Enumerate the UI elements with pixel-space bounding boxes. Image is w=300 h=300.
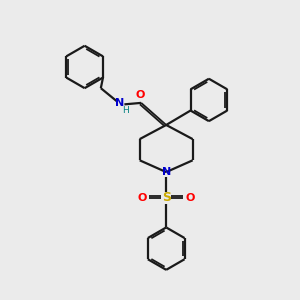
Text: N: N [162,167,171,177]
Text: O: O [186,193,195,203]
Text: O: O [137,193,147,203]
Text: O: O [135,90,144,100]
Text: H: H [122,106,129,115]
Text: S: S [162,191,171,205]
Text: N: N [115,98,124,108]
